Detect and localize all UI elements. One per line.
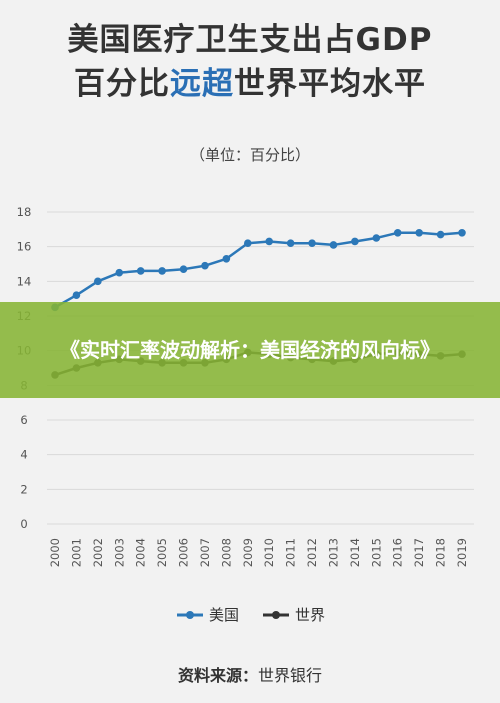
y-tick-label: 2 xyxy=(20,482,27,496)
title-line-2: 百分比远超世界平均水平 xyxy=(0,62,500,106)
unit-label: （单位：百分比） xyxy=(189,146,310,164)
x-tick-label: 2006 xyxy=(177,538,191,567)
x-tick-label: 2010 xyxy=(262,538,276,567)
legend-item-world: 世界 xyxy=(261,604,325,625)
title-highlight: 远超 xyxy=(170,66,234,102)
source-label: 资料来源： xyxy=(177,666,258,685)
y-tick-label: 4 xyxy=(20,448,27,462)
overlay-banner: 《实时汇率波动解析：美国经济的风向标》 xyxy=(0,302,500,398)
x-tick-label: 2009 xyxy=(241,538,255,567)
data-point-usa xyxy=(179,265,188,273)
y-tick-label: 0 xyxy=(20,517,27,531)
title-line-2-post: 世界平均水平 xyxy=(234,66,426,102)
data-point-usa xyxy=(415,229,423,237)
data-point-usa xyxy=(436,230,445,239)
x-tick-label: 2012 xyxy=(305,538,319,567)
data-point-usa xyxy=(458,229,466,237)
legend-label-world: 世界 xyxy=(295,606,326,624)
x-tick-label: 2002 xyxy=(91,538,105,567)
data-point-usa xyxy=(72,291,81,299)
data-point-usa xyxy=(158,267,166,275)
banner-text: 《实时汇率波动解析：美国经济的风向标》 xyxy=(60,338,440,362)
x-tick-label: 2005 xyxy=(155,538,169,567)
x-tick-label: 2007 xyxy=(198,538,212,567)
data-point-usa xyxy=(393,229,402,237)
chart-legend: 美国 世界 xyxy=(0,604,500,625)
y-tick-label: 18 xyxy=(17,205,32,219)
y-tick-label: 6 xyxy=(20,413,27,427)
data-point-usa xyxy=(286,239,295,247)
x-tick-label: 2001 xyxy=(69,538,83,567)
x-tick-label: 2008 xyxy=(219,538,233,567)
x-tick-label: 2004 xyxy=(134,538,148,567)
legend-item-usa: 美国 xyxy=(175,604,239,625)
x-tick-label: 2019 xyxy=(455,538,469,567)
legend-marker-world xyxy=(263,610,289,619)
y-tick-label: 16 xyxy=(17,240,32,254)
data-point-usa xyxy=(329,241,338,249)
x-tick-label: 2018 xyxy=(434,538,448,567)
x-tick-label: 2016 xyxy=(391,538,405,567)
x-tick-label: 2017 xyxy=(412,538,426,567)
data-point-usa xyxy=(94,277,102,286)
legend-marker-usa xyxy=(176,610,203,619)
data-point-usa xyxy=(372,234,381,242)
data-point-usa xyxy=(265,237,274,246)
data-point-usa xyxy=(136,267,145,275)
data-point-usa xyxy=(308,239,316,247)
data-point-usa xyxy=(201,261,209,270)
data-point-usa xyxy=(115,268,124,277)
x-tick-label: 2014 xyxy=(348,538,362,567)
x-tick-label: 2000 xyxy=(48,538,62,567)
chart-title: 美国医疗卫生支出占GDP 百分比远超世界平均水平 xyxy=(0,18,500,106)
title-line-2-pre: 百分比 xyxy=(74,66,170,102)
data-point-usa xyxy=(351,237,359,246)
data-point-usa xyxy=(243,239,252,247)
source-note: 资料来源：世界银行 xyxy=(0,662,500,686)
data-point-usa xyxy=(222,255,231,263)
title-line-1: 美国医疗卫生支出占GDP xyxy=(67,22,433,58)
x-tick-label: 2011 xyxy=(284,538,298,567)
x-tick-label: 2003 xyxy=(112,538,126,567)
y-tick-label: 14 xyxy=(17,274,32,288)
legend-label-usa: 美国 xyxy=(208,606,239,624)
x-tick-label: 2013 xyxy=(326,538,340,567)
source-value: 世界银行 xyxy=(258,666,323,685)
x-tick-label: 2015 xyxy=(369,538,383,567)
series-line-usa xyxy=(54,231,463,309)
